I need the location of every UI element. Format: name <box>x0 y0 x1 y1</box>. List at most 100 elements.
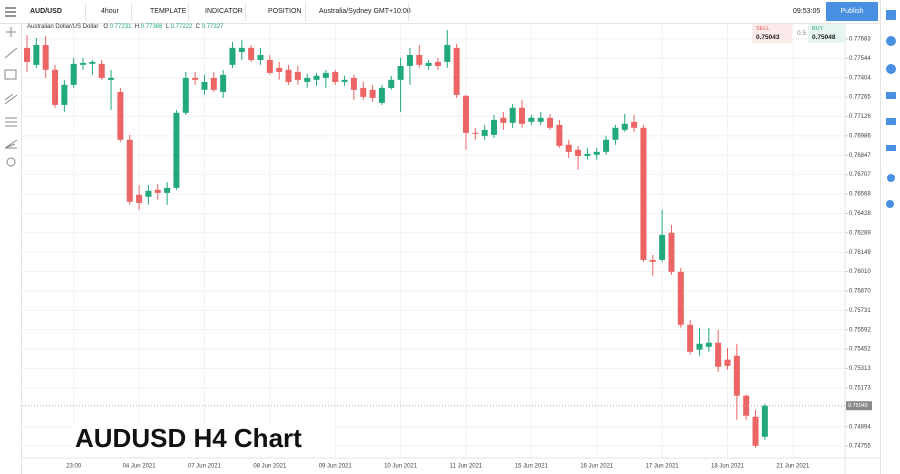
candle-body <box>61 84 68 105</box>
candle-body <box>733 355 740 396</box>
candle-body <box>434 61 441 66</box>
candle-body <box>248 47 255 60</box>
candle-body <box>350 77 357 90</box>
candle-body <box>322 72 329 78</box>
sell-button[interactable]: SELL 0.75043 <box>752 24 792 43</box>
candle-body <box>70 63 77 85</box>
ohlc-legend: Australian Dollar/US Dollar O 0.77231 H … <box>27 24 223 30</box>
y-tick-label: 0.74894 <box>849 424 871 430</box>
candle-body <box>565 144 572 152</box>
candle-body <box>603 139 610 152</box>
right-sidebar <box>880 0 900 474</box>
candle-body <box>173 112 180 188</box>
candle-body <box>108 77 115 80</box>
x-tick-label: 18 Jun 2021 <box>711 464 745 470</box>
left-toolbar <box>0 24 22 474</box>
quote-box: SELL 0.75043 0.5 BUY 0.75048 <box>752 24 844 43</box>
y-tick-label: 0.77404 <box>849 75 871 81</box>
candle-body <box>42 44 49 70</box>
timezone[interactable]: Australia/Sydney GMT+10:00 <box>319 8 411 15</box>
y-tick-label: 0.77126 <box>849 114 871 120</box>
candle-body <box>276 67 283 72</box>
x-tick-label: 16 Jun 2021 <box>580 464 614 470</box>
o-label: O <box>103 24 109 30</box>
candle-body <box>547 117 554 128</box>
candle-body <box>425 62 432 66</box>
buy-button[interactable]: BUY 0.75048 <box>808 24 844 43</box>
candle-body <box>687 324 694 352</box>
candle-body <box>164 187 171 193</box>
candle-body <box>696 343 703 350</box>
x-tick-label: 07 Jun 2021 <box>188 464 222 470</box>
candle-body <box>584 153 591 156</box>
sidebar-icons[interactable] <box>881 0 900 230</box>
buy-label: BUY <box>812 26 824 32</box>
template-button[interactable]: TEMPLATE <box>150 8 187 15</box>
o-value: 0.77231 <box>109 24 132 30</box>
candle-body <box>519 107 526 124</box>
candle-body <box>238 47 245 52</box>
y-tick-label: 0.74755 <box>849 444 871 450</box>
y-tick-label: 0.75173 <box>849 386 871 392</box>
y-tick-label: 0.75452 <box>849 347 871 353</box>
x-tick-label: 23:00 <box>66 464 82 470</box>
candle-body <box>659 234 666 260</box>
y-tick-label: 0.76986 <box>849 133 871 139</box>
x-tick-label: 04 Jun 2021 <box>123 464 157 470</box>
buy-price: 0.75048 <box>812 34 836 41</box>
candle-body <box>80 62 87 65</box>
candle-body <box>266 59 273 73</box>
y-tick-label: 0.76289 <box>849 230 871 236</box>
candle-body <box>612 127 619 140</box>
candle-body <box>98 63 105 78</box>
candle-body <box>369 89 376 98</box>
candle-body <box>313 75 320 80</box>
candle-body <box>668 232 675 272</box>
candle-body <box>705 342 712 347</box>
y-tick-label: 0.77265 <box>849 95 871 101</box>
position-button[interactable]: POSITION <box>268 8 302 15</box>
y-tick-label: 0.75313 <box>849 366 871 372</box>
grid <box>22 24 845 458</box>
x-tick-label: 10 Jun 2021 <box>384 464 418 470</box>
candle-body <box>360 87 367 97</box>
candle-body <box>406 54 413 66</box>
chart-title: AUDUSD H4 Chart <box>75 423 302 453</box>
title-bg <box>72 424 334 456</box>
l-value: 0.77222 <box>170 24 193 30</box>
publish-button[interactable]: Publish <box>826 2 878 21</box>
candle-body <box>294 71 301 80</box>
candles <box>24 29 768 448</box>
candle-body <box>201 81 208 90</box>
candle-body <box>192 77 199 80</box>
candle-body <box>500 117 507 123</box>
x-tick-label: 08 Jun 2021 <box>253 464 287 470</box>
candle-body <box>743 395 750 416</box>
current-price-label: 0.75045 <box>848 403 868 409</box>
candle-body <box>229 47 236 65</box>
l-label: L <box>165 24 169 30</box>
y-tick-label: 0.76847 <box>849 153 871 159</box>
plot-area <box>22 24 845 458</box>
candle-body <box>491 119 497 135</box>
candle-body <box>715 342 722 367</box>
symbol[interactable]: AUD/USD <box>30 8 62 15</box>
candle-body <box>416 54 423 65</box>
menu-icon[interactable] <box>4 6 18 18</box>
candle-body <box>537 117 544 122</box>
x-tick-label: 09 Jun 2021 <box>319 464 353 470</box>
drawing-tools[interactable] <box>0 24 22 174</box>
candle-body <box>453 47 460 95</box>
y-tick-label: 0.75731 <box>849 308 871 314</box>
candle-body <box>444 44 451 62</box>
candle-body <box>136 194 143 203</box>
c-label: C <box>195 24 201 30</box>
indicator-button[interactable]: INDICATOR <box>205 8 243 15</box>
instrument-name: Australian Dollar/US Dollar <box>27 24 99 30</box>
candle-body <box>341 79 348 82</box>
candle-body <box>397 65 404 80</box>
candle-body <box>761 405 768 437</box>
interval[interactable]: 4hour <box>101 8 119 15</box>
candle-body <box>724 359 731 366</box>
